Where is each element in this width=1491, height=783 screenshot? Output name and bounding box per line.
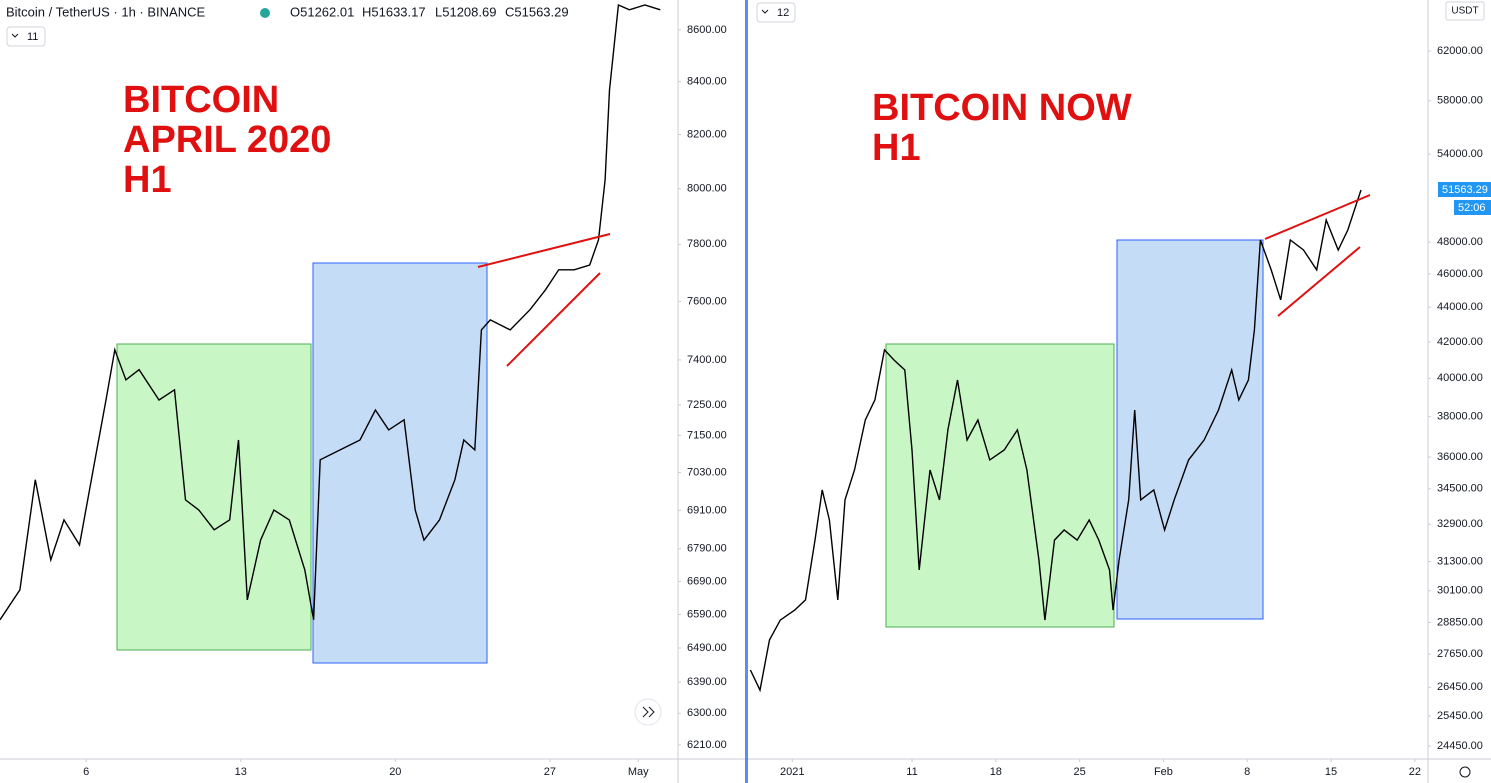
- y-tick-label: 6690.00: [687, 575, 727, 587]
- indicator-toggle[interactable]: [6, 26, 46, 47]
- x-tick-label: 13: [235, 766, 247, 778]
- market-status: [260, 8, 270, 18]
- green-zone: [116, 343, 312, 651]
- trendline: [477, 233, 611, 268]
- y-tick-label: 46000.00: [1437, 268, 1483, 280]
- y-tick-label: 34500.00: [1437, 483, 1483, 495]
- y-tick-label: 6300.00: [687, 707, 727, 719]
- indicator-toggle[interactable]: [756, 2, 796, 23]
- x-tick-label: 15: [1325, 766, 1337, 778]
- annotation-line: BITCOIN NOW: [872, 87, 1132, 129]
- y-tick-label: 27650.00: [1437, 648, 1483, 660]
- x-tick-label: 8: [1244, 766, 1250, 778]
- y-tick-label: 6790.00: [687, 543, 727, 555]
- y-tick-label: 31300.00: [1437, 555, 1483, 567]
- annotation-line: BITCOIN: [123, 79, 279, 121]
- countdown: 52:06: [1458, 202, 1486, 214]
- y-tick-label: 48000.00: [1437, 236, 1483, 248]
- chevron-icon: [761, 9, 769, 14]
- y-tick-label: 6210.00: [687, 739, 727, 751]
- chevron-icon: [11, 33, 19, 38]
- y-tick-label: 8000.00: [687, 183, 727, 195]
- y-tick-label: 6910.00: [687, 504, 727, 516]
- x-tick-label: Feb: [1154, 766, 1173, 778]
- x-tick-label: 6: [83, 766, 89, 778]
- trendline: [1264, 194, 1371, 240]
- x-tick-label: 11: [906, 766, 917, 778]
- y-tick-label: 7030.00: [687, 466, 727, 478]
- y-tick-label: 7400.00: [687, 354, 727, 366]
- x-tick-label: May: [628, 766, 649, 778]
- y-tick-label: 54000.00: [1437, 148, 1483, 160]
- trendline: [1277, 246, 1361, 317]
- currency: USDT: [1451, 6, 1478, 17]
- y-tick-label: 42000.00: [1437, 336, 1483, 348]
- price-line: [0, 3, 661, 621]
- y-tick-label: 30100.00: [1437, 585, 1483, 597]
- x-tick-label: 20: [389, 766, 401, 778]
- y-tick-label: 62000.00: [1437, 45, 1483, 57]
- y-tick-label: 40000.00: [1437, 372, 1483, 384]
- y-tick-label: 8400.00: [687, 75, 727, 87]
- last-price-tag: [1438, 182, 1491, 197]
- x-tick-label: 25: [1073, 766, 1085, 778]
- y-tick-label: 38000.00: [1437, 411, 1483, 423]
- ohlc-low: L51208.69: [435, 4, 496, 19]
- y-tick-label: 58000.00: [1437, 95, 1483, 107]
- y-tick-label: 6490.00: [687, 642, 727, 654]
- trendlines: [477, 194, 1371, 367]
- y-tick-label: 26450.00: [1437, 681, 1483, 693]
- y-tick-label: 7800.00: [687, 238, 727, 250]
- pane-divider[interactable]: [745, 0, 748, 783]
- y-tick-label: 8600.00: [687, 24, 727, 36]
- last-price-label: 51563.29: [1442, 184, 1488, 196]
- price-line: [749, 189, 1362, 693]
- double-chevron-icon: [642, 706, 655, 718]
- y-tick-label: 6390.00: [687, 676, 727, 688]
- ohlc-high: H51633.17: [362, 4, 426, 19]
- trendline: [506, 272, 601, 367]
- blue-zone: [312, 262, 488, 664]
- y-tick-label: 36000.00: [1437, 451, 1483, 463]
- x-tick-label: 27: [544, 766, 556, 778]
- settings-icon[interactable]: [1459, 766, 1471, 778]
- annotation-line: APRIL 2020: [123, 119, 331, 161]
- x-tick-label: 18: [990, 766, 1002, 778]
- y-tick-label: 8200.00: [687, 128, 727, 140]
- symbol-title[interactable]: Bitcoin / TetherUS · 1h · BINANCE: [6, 4, 205, 19]
- countdown-tag: [1454, 200, 1491, 215]
- y-tick-label: 25450.00: [1437, 710, 1483, 722]
- annotation-line: H1: [872, 127, 921, 169]
- y-tick-label: 32900.00: [1437, 518, 1483, 530]
- y-tick-label: 28850.00: [1437, 616, 1483, 628]
- ohlc-close: C51563.29: [505, 4, 569, 19]
- y-tick-label: 7250.00: [687, 399, 727, 411]
- interval-badge: 12: [777, 7, 789, 19]
- annotation-line: H1: [123, 159, 172, 201]
- interval-badge: 11: [27, 31, 38, 43]
- y-tick-label: 24450.00: [1437, 740, 1483, 752]
- y-tick-label: 44000.00: [1437, 301, 1483, 313]
- green-zone: [885, 343, 1115, 628]
- x-tick-label: 22: [1409, 766, 1421, 778]
- y-tick-label: 6590.00: [687, 608, 727, 620]
- x-tick-label: 2021: [780, 766, 804, 778]
- y-tick-label: 7600.00: [687, 295, 727, 307]
- blue-zone: [1116, 239, 1264, 620]
- currency-badge[interactable]: [1445, 1, 1485, 21]
- y-tick-label: 7150.00: [687, 429, 727, 441]
- price-lines: [0, 3, 1362, 693]
- ohlc-open: O51262.01: [290, 4, 354, 19]
